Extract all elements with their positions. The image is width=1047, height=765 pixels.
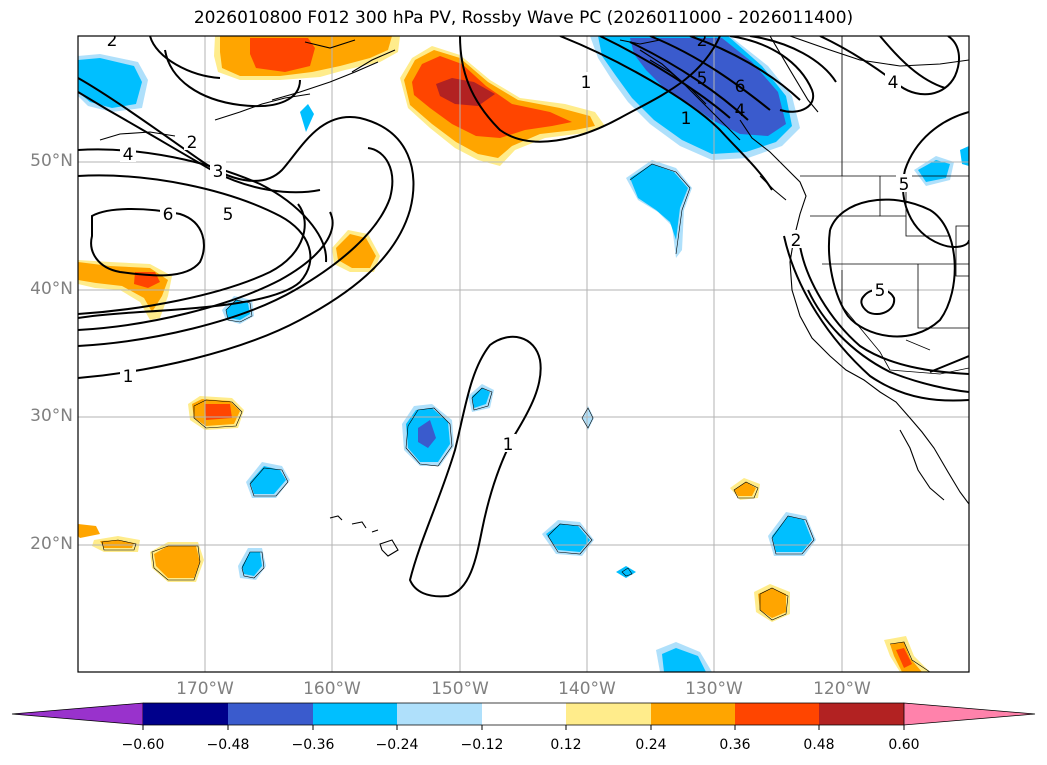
lat-label-40n: 40°N — [30, 279, 73, 299]
colorbar-tick-label: 0.24 — [635, 737, 667, 753]
contour-label: 2 — [697, 31, 708, 51]
colorbar-extend-high — [903, 702, 1036, 726]
contour-label: 4 — [735, 101, 746, 121]
colorbar-tick-label: 0.36 — [719, 737, 751, 753]
lon-label-170w: 170°W — [176, 679, 234, 699]
colorbar-tick-label: −0.60 — [121, 737, 165, 753]
contour-label: 2 — [791, 231, 802, 251]
contour-label: 1 — [681, 109, 692, 129]
contour-label: 5 — [223, 205, 234, 225]
contour-label: 1 — [503, 435, 514, 455]
contour-label: 1 — [123, 367, 134, 387]
lon-label-120w: 120°W — [813, 679, 871, 699]
contour-label: 6 — [735, 77, 746, 97]
lon-label-160w: 160°W — [303, 679, 361, 699]
colorbar-tick-label: −0.36 — [291, 737, 335, 753]
contour-label: 3 — [213, 162, 224, 182]
contour-label: 4 — [888, 73, 899, 93]
contour-1-center — [408, 335, 542, 598]
colorbar-tick-label: 0.60 — [888, 737, 920, 753]
colorbar — [11, 702, 1036, 730]
anomaly-outline-contours — [101, 163, 931, 672]
contour-label: 5 — [899, 175, 910, 195]
lon-label-150w: 150°W — [431, 679, 489, 699]
lat-label-20n: 20°N — [30, 534, 73, 554]
political-borders — [800, 36, 969, 375]
positive-anomaly-shading — [78, 36, 930, 672]
contour-label: 1 — [581, 73, 592, 93]
lon-label-130w: 130°W — [685, 679, 743, 699]
contour-label: 2 — [187, 133, 198, 153]
lon-label-140w: 140°W — [558, 679, 616, 699]
colorbar-extend-low — [11, 702, 144, 726]
contour-label: 4 — [123, 145, 134, 165]
colorbar-tick-label: −0.24 — [375, 737, 419, 753]
lat-label-30n: 30°N — [30, 406, 73, 426]
plot-frame — [77, 35, 970, 673]
coastlines — [99, 36, 969, 557]
contour-label: 2 — [107, 31, 118, 51]
map-title: 2026010800 F012 300 hPa PV, Rossby Wave … — [193, 8, 854, 28]
contour-label: 5 — [875, 281, 886, 301]
contour-label: 6 — [163, 205, 174, 225]
colorbar-tick-label: 0.48 — [803, 737, 835, 753]
colorbar-tick-label: −0.12 — [460, 737, 504, 753]
contour-6-west — [90, 208, 205, 277]
map-plot-area: 2 4 2 3 6 5 1 1 5 6 4 2 1 4 5 2 — [78, 31, 969, 672]
contour-label: 5 — [697, 69, 708, 89]
lat-label-50n: 50°N — [30, 151, 73, 171]
colorbar-tick-label: −0.48 — [206, 737, 250, 753]
colorbar-tick-label: 0.12 — [550, 737, 582, 753]
